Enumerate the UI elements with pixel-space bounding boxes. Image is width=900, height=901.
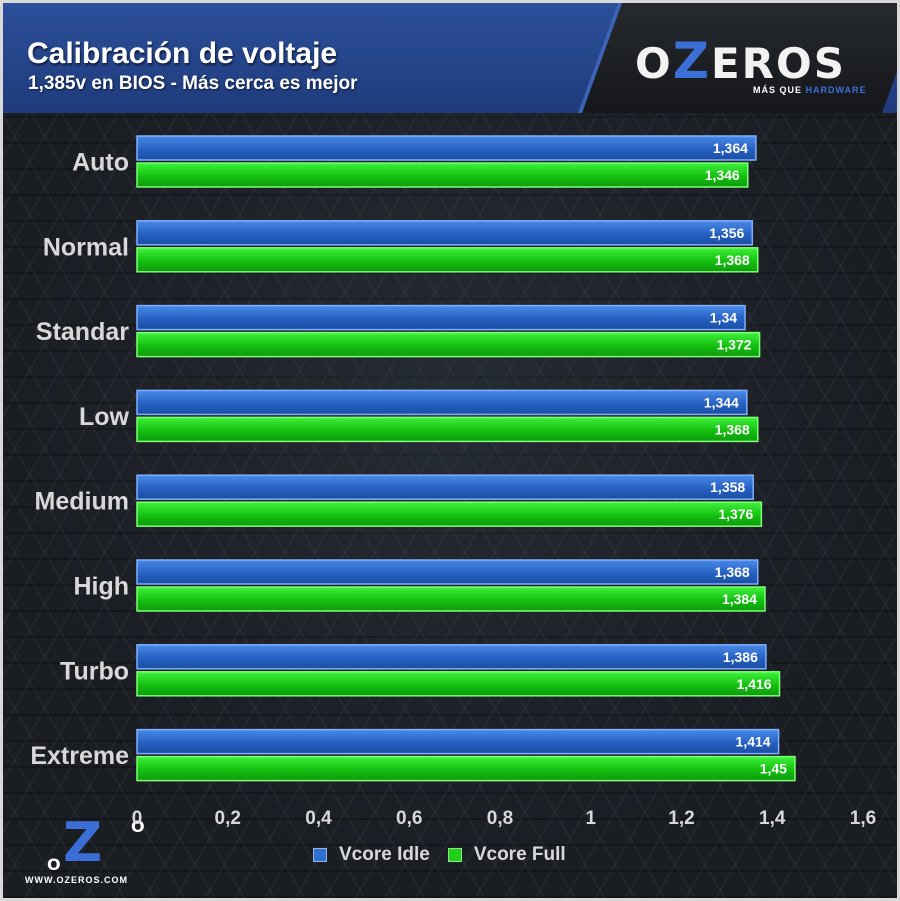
data-label: 1,364 [713, 140, 748, 156]
x-tick-label: 1,6 [850, 808, 876, 829]
bar-vcore-full [136, 331, 761, 358]
category-label: Turbo [60, 657, 129, 685]
data-label: 1,358 [710, 479, 745, 495]
x-tick-label: 0,2 [215, 808, 241, 829]
footer-logo-z: Z [63, 811, 103, 874]
legend-swatch-idle [313, 848, 327, 862]
category-label: Low [79, 403, 130, 431]
bar-vcore-idle [136, 389, 748, 416]
bar-vcore-idle [136, 644, 767, 670]
logo-wordmark: OZEROS [635, 36, 846, 88]
data-label: 1,34 [710, 310, 737, 326]
x-tick-label: 1,2 [668, 808, 694, 829]
data-label: 1,416 [736, 676, 771, 692]
bar-vcore-idle [136, 135, 757, 161]
data-label: 1,384 [722, 591, 757, 607]
bar-vcore-idle [136, 559, 759, 585]
bar-chart: Auto 1,364 1,346 Normal 1,356 1,368 Standar 1,3… [30, 135, 876, 829]
logo-o: O [635, 39, 673, 88]
data-label: 1,372 [716, 337, 751, 353]
tagline-hardware: HARDWARE [805, 85, 867, 95]
data-label: 1,386 [723, 649, 758, 665]
chart-subtitle: 1,385v en BIOS - Más cerca es mejor [28, 73, 358, 94]
legend-swatch-full [447, 848, 462, 862]
legend-item-idle: Vcore Idle [313, 844, 430, 866]
data-label: 1,414 [736, 734, 771, 750]
legend-label-full: Vcore Full [473, 844, 566, 865]
bar-vcore-idle [136, 304, 746, 331]
logo-tagline: MÁS QUE HARDWARE [753, 85, 867, 95]
category-label: Normal [43, 233, 129, 261]
logo-eros: EROS [710, 39, 846, 88]
data-label: 1,45 [760, 761, 787, 777]
category-label: Standar [36, 318, 129, 346]
category-label: High [73, 573, 129, 601]
bar-vcore-full [136, 586, 766, 612]
data-label: 1,376 [718, 506, 753, 522]
bar-vcore-full [136, 671, 781, 697]
data-label: 1,356 [709, 225, 744, 241]
data-label: 1,368 [715, 564, 750, 580]
footer-logo-o-left: O [47, 855, 61, 874]
bar-vcore-full [136, 501, 763, 527]
x-tick-label: 0,4 [305, 808, 332, 829]
x-tick-label: 0,8 [487, 808, 513, 829]
footer-url: WWW.OZEROS.COM [25, 875, 128, 885]
chart-frame: Calibración de voltaje 1,385v en BIOS - … [3, 3, 897, 898]
data-label: 1,368 [715, 252, 750, 268]
data-label: 1,344 [704, 394, 739, 410]
x-tick-label: 0 [132, 808, 143, 829]
category-label: Extreme [30, 742, 129, 770]
chart-title: Calibración de voltaje [27, 37, 338, 70]
bar-vcore-idle [136, 474, 754, 500]
logo-z: Z [672, 32, 711, 90]
bar-vcore-full [136, 162, 749, 188]
bar-vcore-full [136, 247, 759, 273]
bar-vcore-full [136, 755, 796, 782]
x-tick-label: 0,6 [396, 808, 422, 829]
x-tick-label: 1 [585, 808, 596, 829]
footer-logo: Z O O WWW.OZEROS.COM [21, 813, 171, 893]
bar-vcore-idle [136, 220, 754, 246]
legend-label-idle: Vcore Idle [339, 844, 430, 865]
data-label: 1,346 [705, 167, 740, 183]
data-label: 1,368 [715, 421, 750, 437]
category-label: Auto [72, 149, 129, 177]
footer-logo-o-right: O [131, 817, 145, 836]
bar-vcore-idle [136, 728, 780, 755]
legend-item-full: Vcore Full [447, 844, 566, 866]
ozeros-logo: OZEROS MÁS QUE HARDWARE [635, 36, 890, 99]
x-tick-label: 1,4 [759, 808, 786, 829]
chart-legend: Vcore Idle Vcore Full [313, 843, 566, 867]
bar-vcore-full [136, 416, 759, 443]
tagline-prefix: MÁS QUE [753, 85, 806, 95]
category-label: Medium [35, 488, 129, 516]
